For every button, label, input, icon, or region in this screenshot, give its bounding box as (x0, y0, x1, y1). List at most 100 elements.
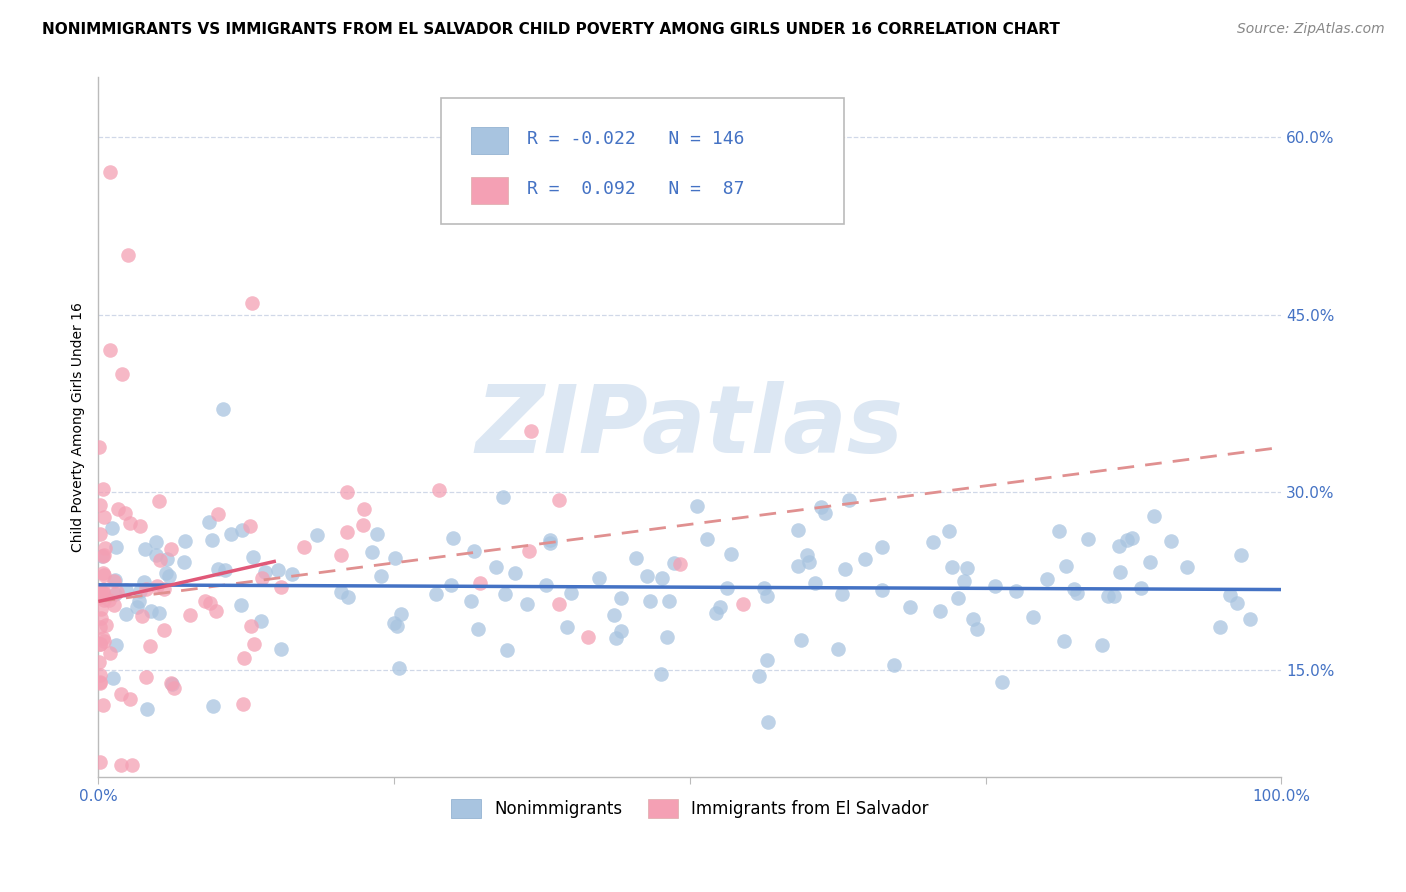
Point (838, 492, 860, 507)
Point (1116, 533, 1139, 547)
Point (353, 501, 375, 516)
Point (538, 533, 561, 547)
Text: R =  0.092   N =  87: R = 0.092 N = 87 (527, 180, 744, 198)
Point (720, 547, 742, 561)
Point (787, 558, 810, 573)
Point (219, 527, 242, 541)
Point (425, 587, 447, 601)
Point (929, 605, 952, 619)
Point (194, 594, 217, 608)
Point (1054, 558, 1077, 573)
Point (547, 597, 569, 611)
Point (1175, 559, 1198, 574)
Point (804, 576, 827, 591)
Point (148, 493, 170, 508)
Point (214, 563, 236, 577)
Point (389, 607, 412, 621)
Point (330, 548, 353, 562)
Point (267, 563, 290, 577)
Point (145, 534, 167, 549)
Point (468, 575, 491, 590)
Point (1053, 634, 1076, 648)
Point (96, 617, 118, 632)
Point (883, 657, 905, 672)
Point (231, 599, 253, 613)
Point (103, 672, 125, 686)
Point (173, 534, 195, 549)
Point (89, 620, 111, 634)
Point (984, 580, 1007, 594)
Point (155, 566, 177, 580)
Point (201, 533, 224, 547)
Point (104, 587, 127, 601)
Point (696, 532, 718, 546)
Point (202, 698, 225, 713)
Point (787, 524, 810, 538)
Point (91, 549, 114, 563)
Point (117, 248, 139, 262)
Point (1219, 588, 1241, 602)
Point (89, 582, 111, 597)
Point (205, 604, 228, 618)
Point (98, 165, 121, 179)
Point (231, 523, 253, 537)
Point (603, 608, 626, 623)
FancyBboxPatch shape (441, 98, 844, 224)
Point (104, 573, 127, 587)
Point (250, 571, 273, 585)
Point (872, 540, 894, 554)
Point (292, 541, 315, 555)
Point (330, 585, 353, 599)
Point (922, 535, 945, 549)
Point (93, 548, 115, 562)
Point (1047, 524, 1070, 538)
Point (243, 637, 266, 651)
Point (610, 591, 633, 605)
Point (1091, 638, 1114, 652)
Point (153, 623, 176, 637)
Point (173, 555, 195, 569)
Text: Source: ZipAtlas.com: Source: ZipAtlas.com (1237, 22, 1385, 37)
Point (756, 653, 779, 667)
Point (90, 601, 112, 615)
Point (503, 566, 526, 580)
Point (336, 485, 359, 500)
Point (239, 618, 262, 632)
Point (1230, 548, 1253, 562)
Point (516, 598, 538, 612)
Point (463, 544, 485, 558)
Point (756, 715, 779, 730)
Point (129, 583, 152, 598)
Point (657, 631, 679, 645)
Point (89, 610, 111, 624)
Point (624, 551, 647, 566)
Point (139, 639, 162, 653)
Point (105, 584, 128, 599)
Point (156, 552, 179, 566)
FancyBboxPatch shape (471, 127, 509, 153)
Point (233, 650, 256, 665)
Point (128, 593, 150, 607)
Point (1066, 585, 1088, 599)
Point (148, 606, 170, 620)
Point (440, 577, 463, 591)
Point (538, 536, 561, 550)
Point (361, 545, 384, 559)
Point (179, 608, 201, 623)
Point (89, 755, 111, 769)
Text: ZIPatlas: ZIPatlas (475, 381, 904, 473)
Point (427, 483, 450, 498)
Point (1108, 539, 1130, 553)
Point (307, 528, 329, 542)
Point (89, 637, 111, 651)
Point (103, 598, 125, 612)
Point (94, 541, 117, 555)
Point (1102, 590, 1125, 604)
Point (89, 526, 111, 541)
Point (686, 500, 709, 514)
Text: R = -0.022   N = 146: R = -0.022 N = 146 (527, 130, 744, 148)
Point (754, 581, 776, 595)
Point (517, 543, 540, 558)
Point (384, 550, 406, 565)
Point (89, 637, 111, 651)
